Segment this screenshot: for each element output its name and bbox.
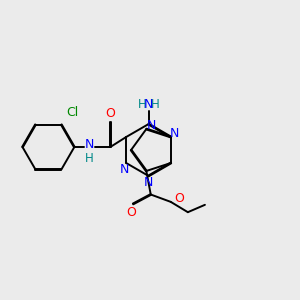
Text: H: H xyxy=(151,98,159,111)
Text: N: N xyxy=(170,127,179,140)
Text: O: O xyxy=(174,192,184,206)
Text: N: N xyxy=(85,138,94,151)
Text: O: O xyxy=(105,107,115,120)
Text: H: H xyxy=(85,152,94,165)
Text: N: N xyxy=(120,163,129,176)
Text: Cl: Cl xyxy=(66,106,79,119)
Text: N: N xyxy=(147,119,156,132)
Text: H: H xyxy=(138,98,146,111)
Text: O: O xyxy=(127,206,136,219)
Text: N: N xyxy=(144,98,153,111)
Text: N: N xyxy=(144,176,153,189)
